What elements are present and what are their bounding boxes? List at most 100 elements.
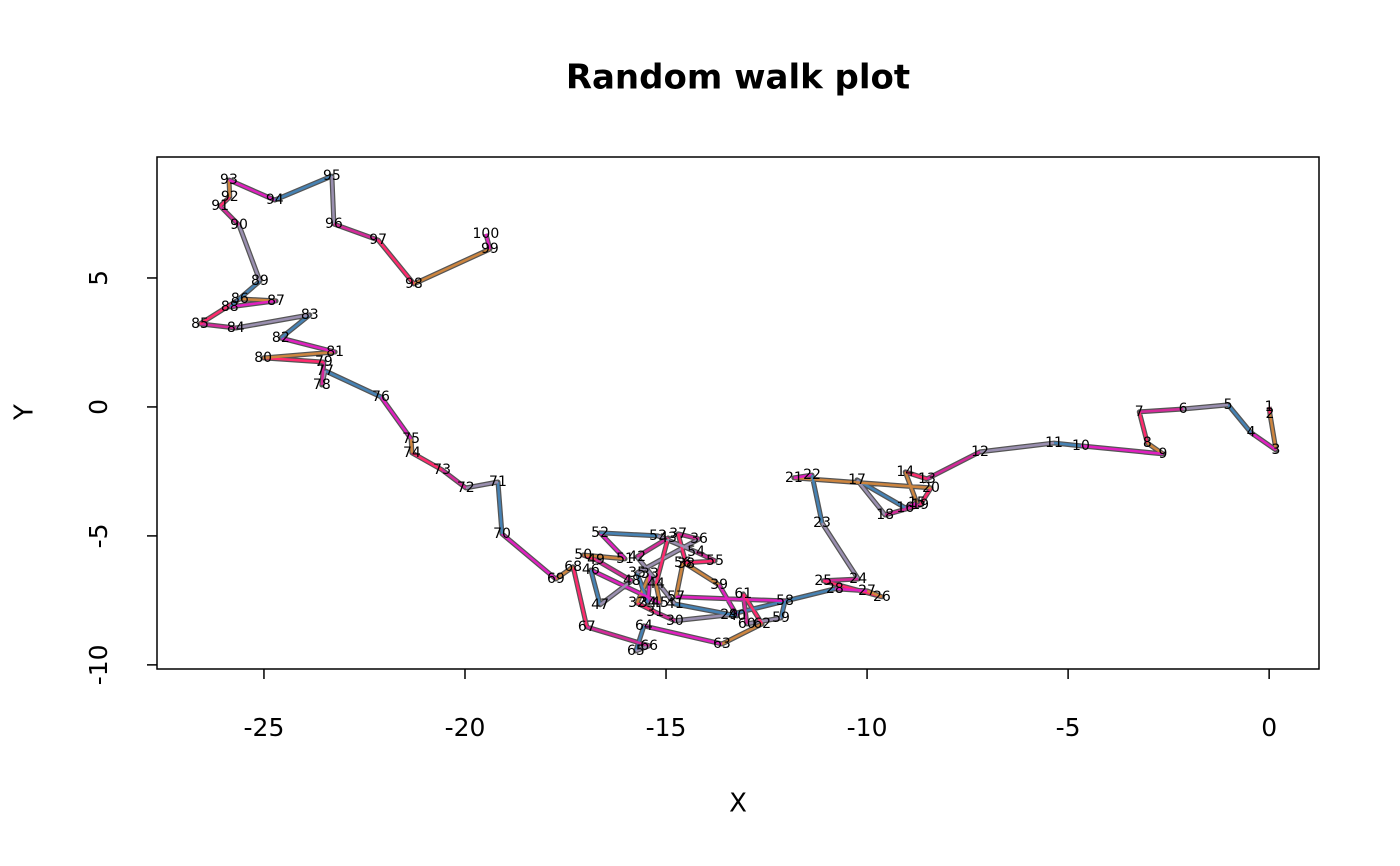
walk-segment [484, 233, 492, 250]
plot-frame [156, 156, 1320, 670]
point-label: 47 [591, 597, 609, 613]
walk-segment [229, 299, 277, 309]
point-label: 33 [641, 566, 659, 582]
point-label: 58 [776, 593, 794, 609]
walk-segment [465, 480, 499, 490]
walk-segment [227, 179, 232, 198]
point-label: 54 [687, 544, 705, 560]
walk-segment [904, 470, 928, 481]
walk-segment [657, 534, 697, 554]
point-label: 62 [753, 616, 771, 632]
point-label: 69 [547, 571, 565, 587]
point-label: 94 [266, 192, 284, 208]
point-label: 77 [316, 363, 334, 379]
walk-segment [199, 322, 236, 330]
walk-segment [409, 438, 414, 453]
walk-segment [1182, 403, 1229, 411]
point-label: 52 [591, 525, 609, 541]
walk-segment [571, 566, 589, 628]
point-label: 27 [858, 583, 876, 599]
chart-title: Random walk plot [566, 58, 910, 98]
point-label: 13 [918, 471, 936, 487]
walk-segment [1053, 441, 1082, 448]
point-label: 72 [457, 480, 475, 496]
walk-segment [721, 622, 763, 646]
y-tick-label: 5 [84, 270, 113, 286]
walk-segment [501, 532, 557, 580]
walk-segment [413, 247, 491, 286]
walk-segment [674, 602, 738, 618]
walk-segment [219, 205, 240, 226]
walk-segment [589, 569, 602, 606]
x-tick-label: -25 [244, 713, 285, 742]
point-label: 5 [1224, 397, 1233, 413]
walk-segment [654, 610, 676, 622]
y-tick-label: 0 [84, 399, 113, 415]
y-tick-label: -10 [84, 644, 113, 685]
walk-segment [793, 476, 932, 490]
point-label: 4 [1247, 425, 1256, 441]
point-label: 8 [1143, 435, 1152, 451]
point-label: 83 [301, 307, 319, 323]
walk-segment [219, 196, 231, 207]
point-label: 44 [647, 576, 665, 592]
point-label: 30 [666, 613, 684, 629]
point-label: 1 [1265, 399, 1274, 415]
point-label: 16 [896, 500, 914, 516]
walk-segment [856, 478, 906, 509]
point-label: 43 [659, 530, 677, 546]
walk-segment [235, 313, 311, 330]
point-label: 22 [803, 467, 821, 483]
point-label: 40 [728, 608, 746, 624]
walk-outline [197, 173, 1279, 654]
point-label: 20 [922, 480, 940, 496]
walk-segment [441, 468, 467, 489]
point-label: 50 [574, 547, 592, 563]
walk-segment [823, 577, 859, 583]
walk-segment [411, 451, 443, 471]
walk-segment [742, 593, 764, 625]
walk-segment [280, 313, 311, 340]
point-label: 98 [405, 276, 423, 292]
walk-segment [1267, 406, 1272, 415]
walk-segment [741, 593, 749, 625]
walk-segment [810, 474, 824, 524]
point-label: 45 [651, 595, 669, 611]
point-label: 65 [627, 643, 645, 659]
point-label: 64 [635, 618, 653, 634]
point-label: 68 [564, 559, 582, 575]
walk-segment [377, 239, 415, 285]
point-label: 75 [402, 431, 420, 447]
point-label: 93 [220, 172, 238, 188]
point-label: 15 [908, 495, 926, 511]
point-label: 39 [710, 577, 728, 593]
walk-segment [324, 369, 382, 399]
point-label: 41 [666, 596, 684, 612]
point-label: 71 [489, 474, 507, 490]
point-label: 37 [669, 526, 687, 542]
walk-segment [682, 559, 716, 565]
point-label: 73 [433, 462, 451, 478]
point-label: 49 [587, 552, 605, 568]
walk-segment [1146, 442, 1164, 455]
walk-segment [926, 450, 981, 481]
walk-segment [746, 616, 782, 626]
walk-segment [496, 481, 504, 534]
point-label: 91 [211, 198, 229, 214]
point-label: 55 [706, 553, 724, 569]
walk-segment [263, 356, 324, 364]
point-label: 42 [628, 549, 646, 565]
walk-segment [1080, 444, 1164, 456]
point-label: 87 [267, 293, 285, 309]
point-label: 26 [873, 589, 891, 605]
point-label: 53 [649, 528, 667, 544]
walk-segment [263, 350, 336, 360]
point-label: 38 [677, 556, 695, 572]
point-label: 6 [1179, 401, 1188, 417]
walk-segment [635, 644, 650, 653]
point-label: 78 [313, 377, 331, 393]
walk-segment [677, 532, 700, 541]
point-label: 85 [191, 316, 209, 332]
walk-segment [583, 553, 626, 561]
